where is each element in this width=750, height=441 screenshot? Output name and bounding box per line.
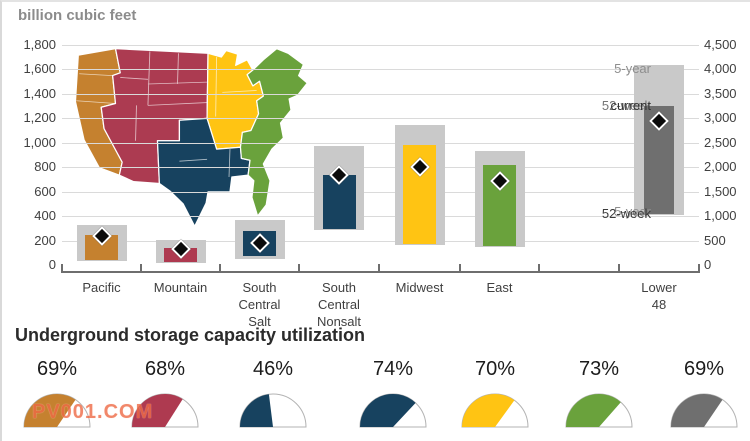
annotation-label: 5-year — [614, 204, 651, 220]
right-axis-tick-label: 500 — [704, 232, 726, 248]
x-axis-category-label-line: Central — [238, 297, 281, 312]
right-axis-tick-label: 1,500 — [704, 183, 737, 199]
gauge-fill-sector — [240, 394, 273, 427]
x-axis-category-label-line: Salt — [248, 314, 271, 329]
x-axis-category-label-line: Mountain — [153, 280, 208, 295]
gauge-fill-sector — [566, 393, 621, 427]
right-axis-tick-label: 4,500 — [704, 37, 737, 52]
gauge-fill-sector — [671, 394, 723, 427]
gridline — [62, 142, 699, 144]
utilization-percent-label: 69% — [36, 358, 78, 380]
x-axis-tick — [618, 264, 620, 273]
x-axis-category-label: Pacific — [57, 279, 147, 296]
utilization-gauge — [461, 393, 529, 428]
left-axis-tick-label: 1,600 — [23, 61, 56, 77]
map-region-east — [239, 48, 308, 217]
left-axis-tick-label: 0 — [48, 257, 56, 272]
right-axis-tick-label: 3,500 — [704, 85, 737, 101]
gauge-fill-sector — [131, 393, 183, 427]
x-axis-category-label-line: South — [242, 280, 277, 295]
right-axis-tick-label: 3,000 — [704, 110, 737, 126]
left-axis-tick-label: 1,400 — [23, 85, 56, 101]
right-axis-tick-label: 4,000 — [704, 61, 737, 77]
left-axis-tick-label: 600 — [34, 183, 56, 199]
x-axis-tick — [698, 264, 700, 273]
x-axis-category-label-line: South — [322, 280, 356, 295]
x-axis-category-label: South Central Salt — [215, 279, 305, 330]
map-state-border-lines — [76, 51, 257, 178]
gridline — [62, 216, 699, 218]
x-axis-category-label-line: Pacific — [82, 280, 121, 295]
us-storage-regions-map — [74, 48, 308, 227]
x-axis-category-label: East — [455, 279, 545, 296]
gauge-fill-sector — [359, 393, 416, 427]
utilization-gauge — [670, 393, 738, 428]
utilization-gauge — [359, 393, 427, 428]
gridline — [62, 45, 699, 46]
x-axis-category-label-line: Lower — [641, 280, 677, 295]
gridline — [62, 118, 699, 120]
x-axis-category-label-line: 48 — [651, 297, 667, 312]
left-axis-tick-label: 1,200 — [23, 110, 56, 126]
right-axis-tick-label: 1,000 — [704, 208, 737, 224]
gauge-fill-sector — [24, 394, 76, 427]
left-axis-tick-label: 1,800 — [23, 37, 56, 52]
right-axis-tick-label: 2,000 — [704, 159, 737, 175]
x-axis-tick — [140, 264, 142, 273]
utilization-gauge — [565, 393, 633, 428]
watermark-text: PV001.COM — [32, 401, 154, 423]
x-axis-line — [62, 271, 700, 273]
x-axis-tick — [378, 264, 380, 273]
utilization-percent-label: 73% — [578, 358, 620, 380]
utilization-percent-label: 74% — [372, 358, 414, 380]
utilization-gauge — [131, 393, 199, 428]
left-axis-tick-label: 200 — [34, 232, 56, 248]
utilization-percent-label: 46% — [252, 358, 294, 380]
x-axis-category-label: Mountain — [136, 279, 226, 296]
gridline — [62, 240, 699, 242]
utilization-gauge — [23, 393, 91, 428]
left-axis-tick-label: 1,000 — [23, 134, 56, 150]
annotation-label: current — [610, 98, 651, 114]
left-axis-tick-label: 800 — [34, 159, 56, 175]
utilization-percent-label: 68% — [144, 358, 186, 380]
x-axis-tick — [298, 264, 300, 273]
utilization-gauge — [239, 393, 307, 428]
gridline — [62, 167, 699, 169]
x-axis-category-label: Lower 48 — [614, 279, 704, 313]
x-axis-tick — [219, 264, 221, 273]
x-axis-category-label-line: Midwest — [395, 280, 444, 295]
x-axis-category-label-line: Central — [318, 297, 360, 312]
x-axis-tick — [459, 264, 461, 273]
x-axis-tick — [538, 264, 540, 273]
utilization-section-title: Underground storage capacity utilization — [15, 325, 366, 345]
right-axis-tick-label: 2,500 — [704, 134, 737, 150]
annotation-label: 52-week — [601, 205, 651, 221]
utilization-percent-label: 70% — [474, 358, 516, 380]
utilization-percent-label: 69% — [683, 358, 725, 380]
x-axis-category-label: South Central Nonsalt — [294, 279, 384, 330]
y-axis-units-label: billion cubic feet — [18, 7, 137, 24]
x-axis-category-label: Midwest — [375, 279, 465, 296]
left-axis-tick-label: 400 — [34, 208, 56, 224]
x-axis-tick — [61, 264, 63, 273]
x-axis-category-label-line: East — [486, 280, 513, 295]
gridline — [62, 191, 699, 193]
annotation-label: 52-week — [601, 98, 651, 114]
gauge-fill-sector — [462, 393, 515, 427]
x-axis-category-label-line: Nonsalt — [316, 314, 362, 329]
right-axis-tick-label: 0 — [704, 257, 712, 272]
gridline — [62, 69, 699, 71]
gridline — [62, 93, 699, 95]
annotation-label: 5-year — [614, 61, 651, 77]
